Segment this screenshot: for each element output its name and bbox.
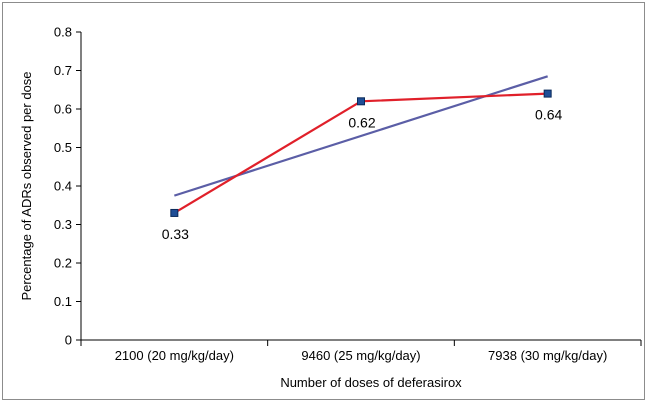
y-tick-label: 0.6: [54, 102, 72, 117]
series-layer: [170, 89, 552, 217]
data-label: 0.64: [535, 107, 562, 123]
y-tick-label: 0.4: [54, 179, 72, 194]
y-tick-label: 0.7: [54, 63, 72, 78]
trendline-layer: [173, 75, 549, 197]
y-tick-label: 0.3: [54, 217, 72, 232]
data-label: 0.62: [348, 114, 375, 130]
trendline: [173, 75, 549, 197]
y-tick-label: 0.8: [54, 25, 72, 40]
x-tick-label: 2100 (20 mg/kg/day): [115, 348, 234, 363]
data-point-marker: [543, 89, 552, 98]
axes: 0 0.1 0.2 0.3 0.4 0.5 0.6 0.7 0.8 2100 (20 mg/kg/…: [54, 25, 642, 363]
x-tick-label: 9460 (25 mg/kg/day): [301, 348, 420, 363]
data-point-marker: [357, 97, 365, 106]
series-line: [173, 92, 548, 214]
chart-frame: [2, 2, 645, 400]
y-tick-label: 0.1: [54, 294, 72, 309]
x-tick-label: 7938 (30 mg/kg/day): [488, 348, 607, 363]
y-tick-label: 0.2: [54, 256, 72, 271]
data-label: 0.33: [162, 226, 189, 242]
y-tick-label: 0.5: [54, 140, 72, 155]
labels-layer: 0.33 0.62 0.64: [162, 107, 563, 242]
y-axis-title: Percentage of ADRs observed per dose: [19, 71, 34, 300]
y-tick-label: 0: [65, 333, 72, 348]
x-axis-title: Number of doses of deferasirox: [280, 375, 462, 390]
data-point-marker: [170, 208, 179, 217]
